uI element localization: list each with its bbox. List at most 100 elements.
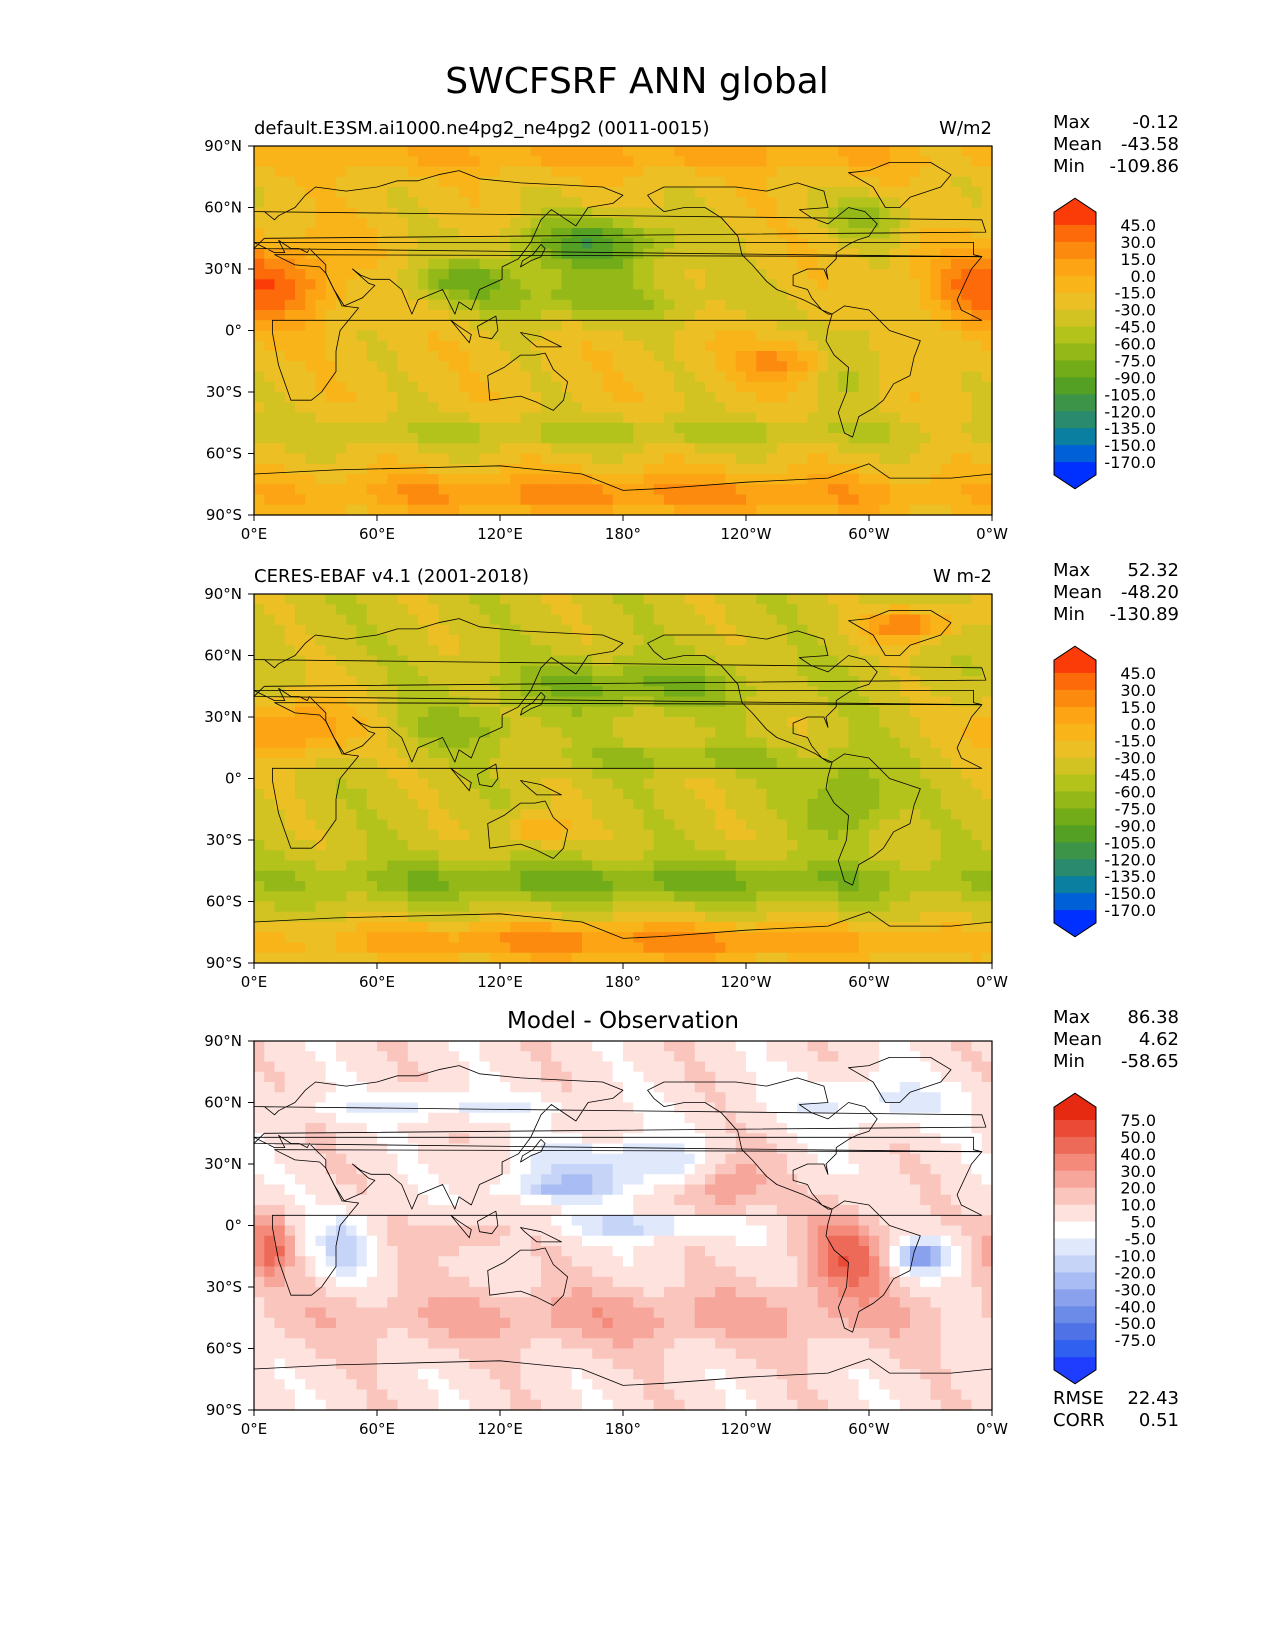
field-cell xyxy=(500,228,511,239)
field-cell xyxy=(366,494,378,506)
field-cell xyxy=(684,768,696,780)
field-cell xyxy=(971,614,983,626)
field-cell xyxy=(274,819,286,831)
field-cell xyxy=(520,850,532,862)
x-tick-label: 60°W xyxy=(848,525,890,543)
field-cell xyxy=(848,901,860,913)
field-cell xyxy=(910,258,921,270)
field-cell xyxy=(551,320,563,332)
field-cell xyxy=(397,443,409,455)
field-cell xyxy=(735,443,747,455)
field-cell xyxy=(746,665,757,677)
field-cell xyxy=(264,696,276,708)
field-cell xyxy=(910,340,921,352)
field-cell xyxy=(951,624,962,636)
field-cell xyxy=(510,258,522,270)
field-cell xyxy=(612,320,624,332)
field-cell xyxy=(848,891,860,903)
field-cell xyxy=(448,279,460,291)
field-cell xyxy=(387,166,399,178)
field-cell xyxy=(305,870,317,882)
field-cell xyxy=(325,850,337,862)
field-cell xyxy=(828,850,839,862)
field-cell xyxy=(930,870,942,882)
field-cell xyxy=(725,269,737,280)
field-cell xyxy=(612,778,624,790)
field-cell xyxy=(633,778,645,790)
field-cell xyxy=(510,655,522,667)
field-cell xyxy=(305,361,317,373)
field-cell xyxy=(940,860,952,872)
field-cell xyxy=(377,747,388,759)
field-cell xyxy=(746,156,757,168)
field-cell xyxy=(284,340,296,352)
field-cell xyxy=(284,453,296,465)
field-cell xyxy=(500,727,511,739)
field-cell xyxy=(643,860,655,872)
field-cell xyxy=(910,484,921,496)
field-cell xyxy=(602,484,614,496)
field-cell xyxy=(530,279,542,291)
field-cell xyxy=(428,504,440,516)
field-cell xyxy=(428,891,440,903)
field-cell xyxy=(848,146,860,157)
field-cell xyxy=(633,686,645,698)
field-cell xyxy=(469,504,481,516)
field-cell xyxy=(674,238,686,250)
field-cell xyxy=(797,187,809,198)
field-cell xyxy=(776,614,788,626)
field-cell xyxy=(479,463,491,475)
field-cell xyxy=(592,392,604,403)
field-cell xyxy=(336,361,347,373)
field-cell xyxy=(489,228,501,239)
field-cell xyxy=(735,850,747,862)
field-cell xyxy=(848,758,860,769)
field-cell xyxy=(520,870,532,882)
field-cell xyxy=(356,340,368,352)
field-cell xyxy=(520,156,532,168)
field-cell xyxy=(254,768,265,780)
field-cell xyxy=(254,402,265,414)
field-cell xyxy=(653,330,665,342)
field-cell xyxy=(459,504,470,516)
field-cell xyxy=(377,717,388,728)
field-cell xyxy=(592,217,604,229)
field-cell xyxy=(653,860,665,872)
field-cell xyxy=(315,881,327,892)
field-cell xyxy=(725,727,737,739)
field-cell xyxy=(336,504,347,516)
field-cell xyxy=(397,819,409,831)
field-cell xyxy=(407,463,419,475)
field-cell xyxy=(274,443,286,455)
field-cell xyxy=(254,799,265,810)
field-cell xyxy=(469,422,481,434)
field-cell xyxy=(500,381,511,393)
field-cell xyxy=(264,686,276,698)
field-cell xyxy=(643,676,655,687)
field-cell xyxy=(438,433,450,444)
field-cell xyxy=(448,840,460,851)
field-cell xyxy=(715,686,727,698)
field-cell xyxy=(828,330,839,342)
field-cell xyxy=(582,727,593,739)
field-cell xyxy=(602,494,614,506)
field-cell xyxy=(264,594,276,605)
field-cell xyxy=(746,624,757,636)
field-cell xyxy=(797,217,809,229)
field-cell xyxy=(920,474,932,485)
field-cell xyxy=(756,901,768,913)
field-cell xyxy=(694,624,706,636)
field-cell xyxy=(807,686,819,698)
field-cell xyxy=(797,484,809,496)
field-cell xyxy=(899,881,911,892)
field-cell xyxy=(899,655,911,667)
field-cell xyxy=(377,299,388,311)
field-cell xyxy=(346,840,358,851)
field-cell xyxy=(407,799,419,810)
field-cell xyxy=(561,747,573,759)
field-cell xyxy=(817,860,829,872)
field-cell xyxy=(541,197,552,209)
field-cell xyxy=(612,238,624,250)
field-cell xyxy=(920,310,932,321)
field-cell xyxy=(869,422,880,434)
